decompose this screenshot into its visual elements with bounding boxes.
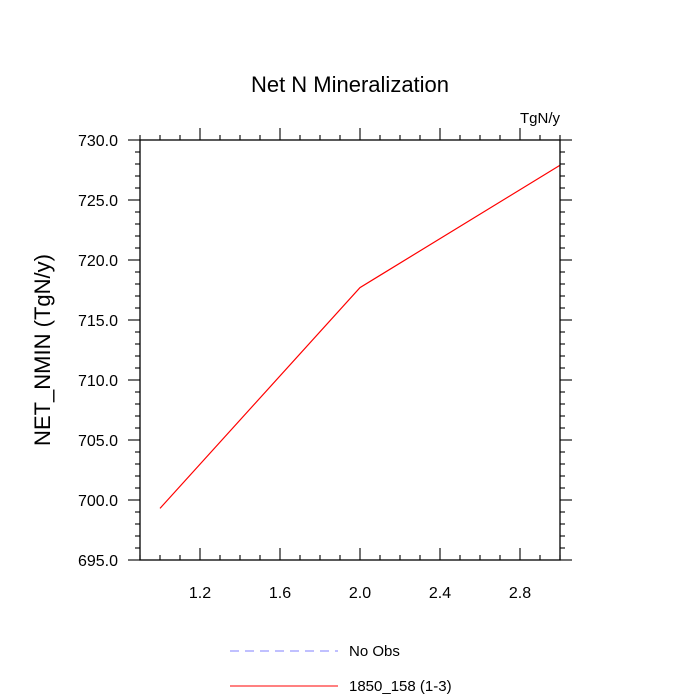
- y-axis-label: NET_NMIN (TgN/y): [30, 254, 55, 446]
- y-tick-label: 710.0: [78, 373, 118, 390]
- plot-frame: [139, 139, 561, 561]
- y-tick-label: 695.0: [78, 553, 118, 570]
- x-tick-label: 1.6: [269, 585, 291, 602]
- y-tick-label: 725.0: [78, 193, 118, 210]
- axis-ticks: [128, 128, 572, 561]
- chart-title: Net N Mineralization: [251, 72, 449, 97]
- y-tick-label: 730.0: [78, 133, 118, 150]
- series-line: [159, 164, 561, 509]
- series-layer: [159, 164, 561, 509]
- x-tick-label: 2.0: [349, 585, 371, 602]
- x-tick-label: 1.2: [189, 585, 211, 602]
- y-tick-label: 715.0: [78, 313, 118, 330]
- y-tick-labels: 695.0 700.0 705.0 710.0 715.0 720.0 725.0 730.0: [78, 133, 118, 570]
- units-label: TgN/y: [520, 110, 561, 127]
- x-tick-labels: 1.2 1.6 2.0 2.4 2.8: [189, 585, 531, 602]
- y-tick-label: 705.0: [78, 433, 118, 450]
- y-tick-label: 720.0: [78, 253, 118, 270]
- x-tick-label: 2.4: [429, 585, 451, 602]
- legend: No Obs 1850_158 (1-3): [230, 643, 452, 695]
- legend-label: 1850_158 (1-3): [349, 678, 452, 695]
- x-tick-label: 2.8: [509, 585, 531, 602]
- legend-label: No Obs: [349, 643, 400, 660]
- y-tick-label: 700.0: [78, 493, 118, 510]
